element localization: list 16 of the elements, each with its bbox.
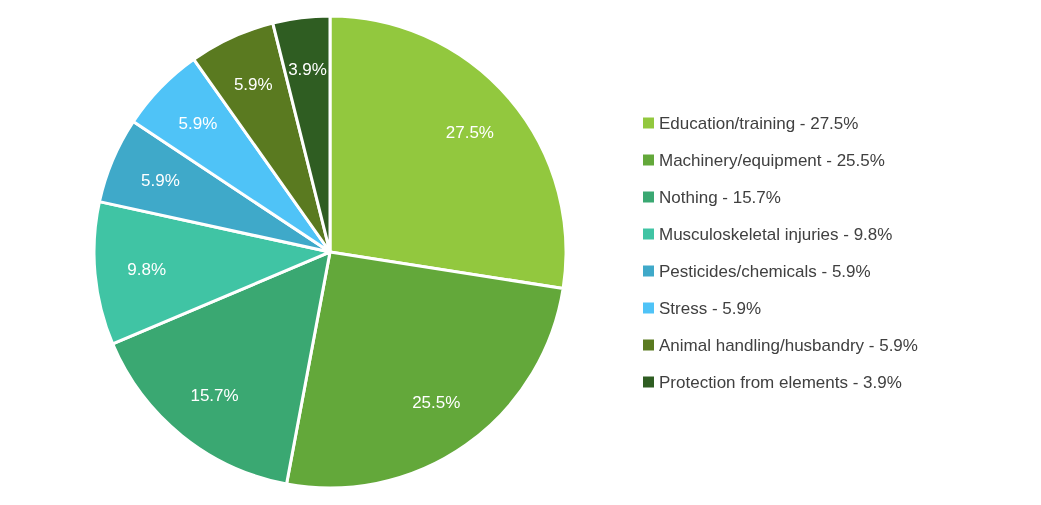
legend-label: Education/training - 27.5% (659, 113, 859, 133)
data-label: 27.5% (445, 122, 494, 142)
legend-label: Pesticides/chemicals - 5.9% (659, 261, 871, 281)
legend-label: Protection from elements - 3.9% (659, 372, 902, 392)
legend-label: Machinery/equipment - 25.5% (659, 150, 885, 170)
data-label: 25.5% (412, 392, 461, 412)
data-label: 15.7% (190, 385, 239, 405)
legend-label: Musculoskeletal injuries - 9.8% (659, 224, 893, 244)
data-label: 5.9% (178, 114, 218, 134)
data-label: 5.9% (141, 170, 180, 190)
data-label: 3.9% (288, 59, 327, 79)
legend-label: Stress - 5.9% (659, 298, 762, 318)
legend-label: Nothing - 15.7% (659, 187, 781, 207)
legend-label: Animal handling/husbandry - 5.9% (659, 335, 918, 355)
data-label: 9.8% (127, 259, 167, 279)
data-label: 5.9% (233, 75, 273, 95)
